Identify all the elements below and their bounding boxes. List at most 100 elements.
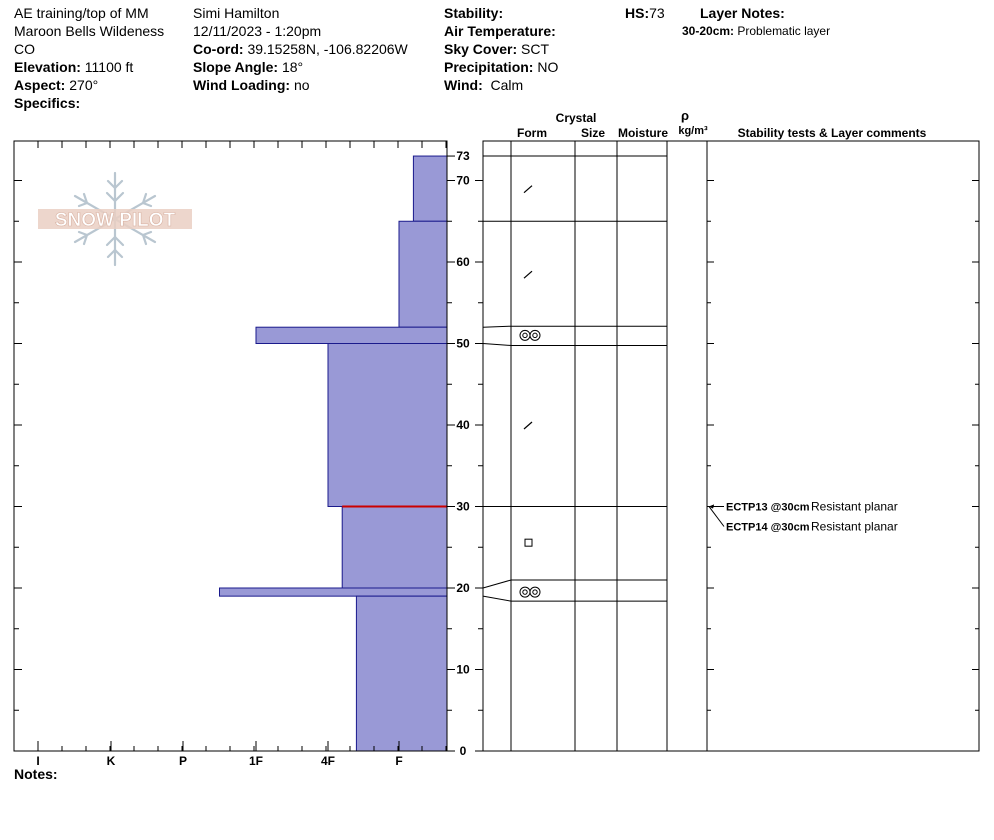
snowflake-icon	[73, 171, 157, 267]
stability-row: Stability:	[444, 4, 558, 22]
coord-label: Co-ord:	[193, 41, 244, 57]
hardness-layer-2	[255, 326, 448, 345]
specifics-label: Specifics:	[14, 95, 81, 111]
layer-notes: Layer Notes:	[700, 4, 785, 22]
observer: Simi Hamilton	[193, 5, 280, 21]
header-comments: Stability tests & Layer comments	[738, 126, 927, 140]
header-observation: Simi Hamilton 12/11/2023 - 1:20pm Co-ord…	[193, 4, 408, 94]
test-leader	[708, 506, 725, 527]
air-temp-row: Air Temperature:	[444, 22, 558, 40]
hardness-layer-3	[327, 343, 448, 507]
depth-label: 30	[456, 500, 470, 514]
depth-label: 73	[456, 149, 470, 163]
datetime: 12/11/2023 - 1:20pm	[193, 23, 322, 39]
wind-loading-row: Wind Loading: no	[193, 76, 408, 94]
state: CO	[14, 41, 35, 57]
test-comment: Resistant planar	[811, 500, 898, 514]
header-density-unit: kg/m³	[678, 125, 708, 137]
slope-row: Slope Angle: 18°	[193, 58, 408, 76]
elevation-row: Elevation: 11100 ft	[14, 58, 164, 76]
hardness-layer-6	[355, 595, 448, 752]
wind-loading-label: Wind Loading:	[193, 77, 291, 93]
test-code: ECTP13 @30cm	[726, 502, 810, 514]
faceted-icon	[524, 538, 533, 547]
precip-row: Precipitation: NO	[444, 58, 558, 76]
sky-row: Sky Cover: SCT	[444, 40, 558, 58]
hardness-tick-label: F	[395, 754, 402, 768]
wind-row: Wind: Calm	[444, 76, 558, 94]
rounded-grains-icon	[519, 586, 541, 598]
depth-label: 10	[456, 663, 470, 677]
boundary-connector	[482, 325, 512, 328]
snowpilot-logo: SNOW PILOT	[38, 171, 192, 267]
boundary-connector	[482, 343, 512, 346]
rounded-grains-icon	[519, 329, 541, 341]
hardness-tick-label: I	[36, 754, 39, 768]
precip-label: Precipitation:	[444, 59, 534, 75]
elevation-value: 11100 ft	[84, 59, 134, 75]
boundary-connector	[482, 579, 512, 589]
header-conditions: Stability: Air Temperature: Sky Cover: S…	[444, 4, 558, 94]
grain-inner	[532, 332, 538, 339]
hardness-tick-label: P	[179, 754, 187, 768]
precip-value: NO	[537, 59, 559, 75]
hs-label: HS:	[625, 5, 650, 21]
slope-value: 18°	[281, 59, 304, 75]
logo-band	[38, 209, 192, 229]
test-code: ECTP14 @30cm	[726, 522, 810, 534]
layer-table-frame	[482, 140, 980, 752]
hardness-tick-label: K	[107, 754, 116, 768]
sky-value: SCT	[521, 41, 550, 57]
decomposing-icon	[523, 270, 533, 279]
depth-label: 70	[456, 174, 470, 188]
wind-label: Wind:	[444, 77, 483, 93]
wind-loading-value: no	[293, 77, 310, 93]
location-line1: AE training/top of MM	[14, 5, 149, 21]
grain-outer	[529, 586, 541, 598]
header-moisture: Moisture	[618, 126, 668, 140]
grain-inner	[532, 589, 538, 595]
sky-label: Sky Cover:	[444, 41, 518, 57]
coord-value: 39.15258N, -106.82206W	[247, 41, 408, 57]
arrow-icon	[709, 504, 714, 509]
layer-note-range: 30-20cm:	[682, 24, 735, 38]
location-line2: Maroon Bells Wildeness	[14, 23, 165, 39]
hardness-tick-label: 1F	[249, 754, 263, 768]
header-crystal: Crystal	[556, 111, 597, 125]
hardness-layer-0	[412, 155, 448, 222]
logo-text: SNOW PILOT	[55, 210, 176, 231]
hardness-layer-4	[341, 506, 448, 589]
grain-inner	[522, 332, 528, 339]
elevation-label: Elevation:	[14, 59, 81, 75]
depth-label: 40	[456, 418, 470, 432]
decomposing-icon	[523, 421, 533, 430]
specifics-row: Specifics:	[14, 94, 164, 112]
grain-outer	[529, 329, 541, 341]
aspect-row: Aspect: 270°	[14, 76, 164, 94]
depth-label: 50	[456, 337, 470, 351]
hs-row: HS:73	[625, 4, 665, 22]
notes-label: Notes:	[14, 766, 58, 782]
hardness-layer-5	[219, 587, 448, 597]
header-rho: ρ	[681, 108, 689, 123]
depth-label: 0	[460, 744, 467, 758]
slope-label: Slope Angle:	[193, 59, 279, 75]
grain-inner	[522, 589, 528, 595]
aspect-value: 270°	[69, 77, 99, 93]
air-temp-label: Air Temperature:	[444, 23, 556, 39]
layer-notes-label: Layer Notes:	[700, 5, 785, 21]
test-comment: Resistant planar	[811, 520, 898, 534]
hs-value: 73	[649, 5, 665, 21]
header-location: AE training/top of MM Maroon Bells Wilde…	[14, 4, 164, 112]
boundary-connector	[482, 595, 512, 602]
header-size: Size	[581, 126, 605, 140]
coord-row: Co-ord: 39.15258N, -106.82206W	[193, 40, 408, 58]
decomposing-icon	[523, 185, 533, 194]
layer-note-entry: 30-20cm: Problematic layer	[682, 22, 830, 40]
aspect-label: Aspect:	[14, 77, 66, 93]
hardness-layer-1	[398, 220, 448, 328]
wind-value: Calm	[490, 77, 524, 93]
header-form: Form	[517, 126, 547, 140]
layer-note-text: Problematic layer	[737, 24, 831, 38]
